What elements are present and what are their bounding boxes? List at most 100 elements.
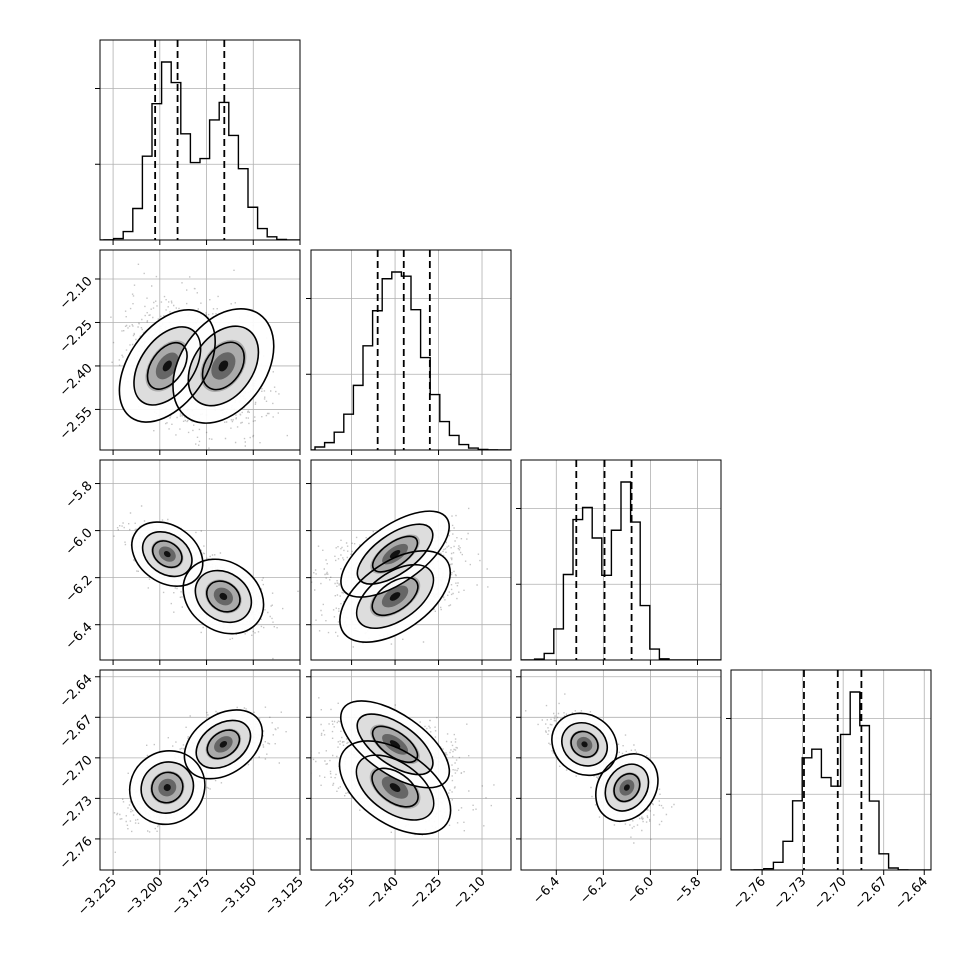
contour-line	[356, 523, 434, 585]
x-tick-label: −6.4	[530, 874, 563, 907]
panel-frame	[99, 669, 301, 871]
contour-line	[356, 713, 434, 776]
contour-line	[371, 767, 419, 808]
contour-line	[613, 772, 641, 803]
contour-line	[551, 712, 618, 777]
y-tick-label: −2.55	[57, 404, 96, 443]
panel-frame	[310, 249, 512, 451]
panel-plot-area	[100, 670, 300, 870]
contour-line	[118, 309, 216, 423]
contour-line	[146, 341, 188, 390]
panel-plot-area	[311, 250, 511, 450]
panel-plot-area	[311, 460, 511, 660]
x-tick-label: −6.2	[577, 874, 610, 907]
contour-line	[595, 753, 659, 822]
contour-line	[604, 763, 650, 812]
panel-frame	[520, 669, 722, 871]
density-level	[623, 784, 630, 791]
contour-line	[183, 709, 264, 780]
y-tick-label: −2.10	[57, 274, 96, 313]
contour-line	[195, 719, 252, 770]
density-level	[219, 592, 228, 601]
x-tick-label: −2.55	[320, 874, 359, 913]
panel-2-0: −6.4 −6.2 −6.0 −5.8	[63, 459, 301, 665]
contour-line	[151, 540, 183, 569]
x-tick-label: −2.25	[407, 874, 446, 913]
contour-line	[371, 725, 419, 764]
panel-3-3: −2.76 −2.73 −2.70 −2.67 −2.64	[726, 669, 932, 913]
panel-plot-area	[521, 670, 721, 870]
contour-line	[187, 325, 260, 407]
panel-plot-area	[100, 250, 300, 450]
y-tick-label: −2.67	[57, 712, 96, 751]
panel-3-1: −2.55 −2.40 −2.25 −2.10	[306, 669, 512, 913]
panel-2-2	[516, 459, 722, 665]
panel-frame	[310, 669, 512, 871]
x-tick-label: −3.225	[75, 874, 120, 919]
contour-line	[371, 535, 419, 573]
panel-2-1	[306, 459, 512, 665]
x-tick-label: −2.76	[730, 874, 769, 913]
panel-plot-area	[100, 40, 300, 240]
x-tick-label: −2.64	[892, 874, 931, 913]
y-tick-label: −2.64	[57, 672, 96, 711]
contour-line	[131, 521, 204, 587]
y-tick-label: −2.40	[57, 361, 96, 400]
panel-1-1	[306, 249, 512, 455]
panel-3-2: −6.4 −6.2 −6.0 −5.8	[516, 669, 722, 907]
density-level	[218, 360, 229, 372]
y-tick-label: −2.76	[57, 834, 96, 873]
x-tick-label: −6.0	[624, 874, 657, 907]
x-tick-label: −5.8	[671, 874, 704, 907]
y-tick-label: −2.25	[57, 318, 96, 357]
contour-line	[194, 569, 253, 624]
x-tick-label: −2.40	[363, 874, 402, 913]
panel-plot-area	[100, 460, 300, 660]
y-tick-label: −2.73	[57, 793, 96, 832]
density-level	[389, 783, 401, 793]
panel-plot-area	[521, 460, 721, 660]
contour-line	[182, 558, 265, 635]
panel-plot-area	[731, 670, 931, 870]
contour-line	[561, 721, 609, 767]
density-level	[163, 784, 171, 792]
contour-line	[570, 730, 599, 758]
x-tick-label: −2.70	[811, 874, 850, 913]
contour-line	[206, 729, 241, 760]
x-tick-label: −3.200	[122, 874, 167, 919]
x-tick-label: −2.73	[771, 874, 810, 913]
x-tick-label: −3.175	[169, 874, 214, 919]
contour-line	[339, 550, 452, 643]
panel-frame	[99, 39, 301, 241]
histogram-step	[100, 61, 300, 240]
density-level	[389, 740, 401, 749]
density-level	[581, 741, 588, 748]
panel-frame	[310, 459, 512, 661]
panel-0-0	[95, 39, 301, 245]
contour-line	[338, 740, 452, 835]
density-level	[389, 550, 401, 559]
density-level	[163, 551, 171, 558]
contour-line	[371, 576, 419, 617]
contour-line	[172, 307, 275, 424]
contour-line	[340, 510, 450, 598]
panel-frame	[99, 459, 301, 661]
y-tick-label: −5.8	[63, 479, 96, 512]
contour-line	[339, 700, 451, 789]
panel-frame	[730, 669, 932, 871]
y-tick-label: −6.2	[63, 573, 96, 606]
panel-frame	[99, 249, 301, 451]
density-level	[389, 592, 401, 601]
contour-line	[201, 341, 245, 391]
panel-1-0: −2.55 −2.40 −2.25 −2.10	[57, 249, 301, 455]
density-level	[219, 741, 228, 748]
contour-line	[355, 563, 435, 630]
contour-line	[355, 754, 435, 821]
contour-line	[205, 580, 241, 613]
panel-plot-area	[311, 670, 511, 870]
density-level	[162, 360, 172, 372]
y-tick-label: −6.0	[63, 526, 96, 559]
panel-frame	[520, 459, 722, 661]
contour-line	[140, 761, 195, 814]
